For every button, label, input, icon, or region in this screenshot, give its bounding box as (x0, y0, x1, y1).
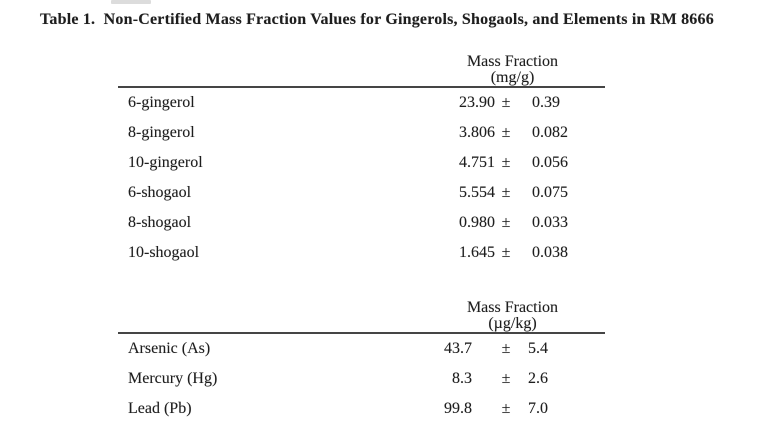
page-scan-artifact (111, 0, 151, 4)
analyte-name: 6-gingerol (128, 94, 195, 111)
table-row: 8-gingerol 3.806 ± 0.082 (118, 118, 605, 148)
uncertainty-value: 0.082 (532, 124, 568, 141)
table-header-row: Mass Fraction (mg/g) (118, 54, 605, 88)
uncertainty-value: 0.39 (532, 94, 560, 111)
table-row: Arsenic (As) 43.7 ± 5.4 (118, 334, 605, 364)
table-row: 10-gingerol 4.751 ± 0.056 (118, 148, 605, 178)
uncertainty-value: 2.6 (528, 370, 548, 387)
uncertainty-value: 7.0 (528, 400, 548, 417)
uncertainty-value: 0.033 (532, 214, 568, 231)
mass-fraction-value: 3.806 (459, 124, 495, 141)
column-header-mass-fraction: Mass Fraction (µg/kg) (420, 300, 605, 332)
table-body: Arsenic (As) 43.7 ± 5.4 Mercury (Hg) 8.3… (118, 334, 605, 424)
mass-fraction-value: 5.554 (459, 184, 495, 201)
header-unit: (mg/g) (490, 69, 535, 86)
plus-minus-sign: ± (501, 244, 511, 261)
plus-minus-sign: ± (501, 154, 511, 171)
header-title: Mass Fraction (466, 53, 559, 70)
mass-fraction-value: 0.980 (459, 214, 495, 231)
table-body: 6-gingerol 23.90 ± 0.39 8-gingerol 3.806… (118, 88, 605, 268)
mass-fraction-value: 1.645 (459, 244, 495, 261)
plus-minus-sign: ± (501, 400, 511, 417)
analyte-name: Mercury (Hg) (128, 370, 218, 387)
plus-minus-sign: ± (501, 340, 511, 357)
analyte-name: 8-gingerol (128, 124, 195, 141)
table-header-row: Mass Fraction (µg/kg) (118, 300, 605, 334)
uncertainty-value: 0.056 (532, 154, 568, 171)
table-row: 10-shogaol 1.645 ± 0.038 (118, 238, 605, 268)
table-elements: Mass Fraction (µg/kg) Arsenic (As) 43.7 … (118, 300, 605, 424)
analyte-name: 6-shogaol (128, 184, 192, 201)
table-row: 8-shogaol 0.980 ± 0.033 (118, 208, 605, 238)
header-unit: (µg/kg) (488, 315, 537, 332)
analyte-name: 8-shogaol (128, 214, 192, 231)
uncertainty-value: 0.038 (532, 244, 568, 261)
plus-minus-sign: ± (501, 184, 511, 201)
column-header-mass-fraction: Mass Fraction (mg/g) (420, 54, 605, 86)
mass-fraction-value: 43.7 (444, 340, 472, 357)
analyte-name: Lead (Pb) (128, 400, 192, 417)
table-gingerols-shogaols: Mass Fraction (mg/g) 6-gingerol 23.90 ± … (118, 54, 605, 268)
header-label-spacer (118, 54, 420, 86)
table-row: 6-gingerol 23.90 ± 0.39 (118, 88, 605, 118)
mass-fraction-value: 23.90 (459, 94, 495, 111)
header-label-spacer (118, 300, 420, 332)
header-title: Mass Fraction (466, 299, 559, 316)
table-row: Lead (Pb) 99.8 ± 7.0 (118, 394, 605, 424)
table-row: 6-shogaol 5.554 ± 0.075 (118, 178, 605, 208)
mass-fraction-value: 99.8 (444, 400, 472, 417)
uncertainty-value: 0.075 (532, 184, 568, 201)
table-title: Table 1. Non-Certified Mass Fraction Val… (40, 11, 714, 28)
plus-minus-sign: ± (501, 94, 511, 111)
uncertainty-value: 5.4 (528, 340, 548, 357)
plus-minus-sign: ± (501, 124, 511, 141)
analyte-name: Arsenic (As) (128, 340, 211, 357)
plus-minus-sign: ± (501, 214, 511, 231)
mass-fraction-value: 4.751 (459, 154, 495, 171)
table-row: Mercury (Hg) 8.3 ± 2.6 (118, 364, 605, 394)
plus-minus-sign: ± (501, 370, 511, 387)
analyte-name: 10-shogaol (128, 244, 200, 261)
mass-fraction-value: 8.3 (452, 370, 472, 387)
analyte-name: 10-gingerol (128, 154, 203, 171)
